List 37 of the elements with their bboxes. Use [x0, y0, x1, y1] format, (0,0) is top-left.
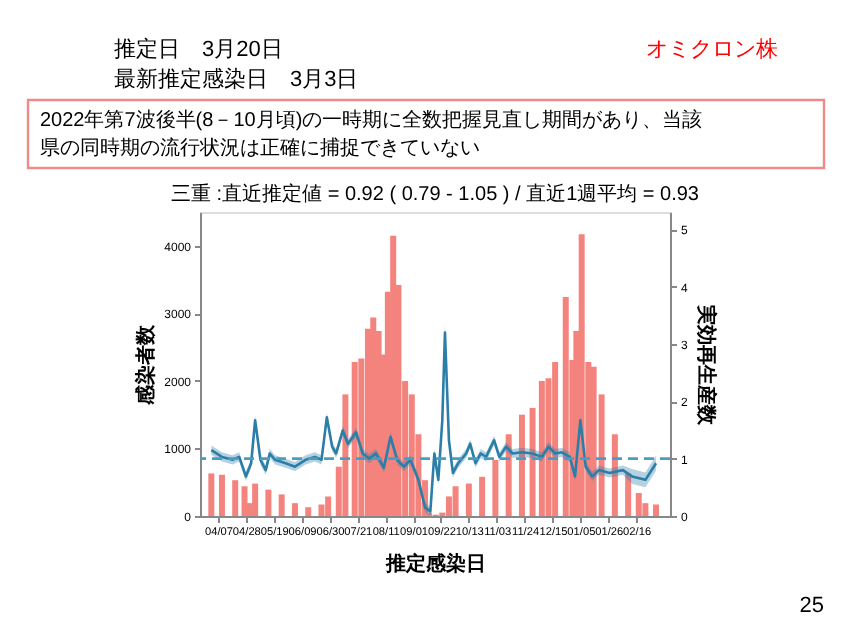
- bar: [538, 380, 545, 516]
- bar: [291, 503, 298, 516]
- bar: [611, 434, 618, 516]
- text: 最新推定感染日 3月3日: [114, 66, 359, 92]
- text: オミクロン株: [646, 36, 778, 62]
- bar: [342, 394, 349, 516]
- bar: [465, 483, 472, 516]
- bar: [318, 504, 325, 516]
- bar: [452, 486, 459, 516]
- text: 推定日 3月20日: [114, 36, 283, 62]
- bar: [278, 494, 285, 516]
- bar: [252, 483, 259, 516]
- bar: [218, 474, 225, 516]
- bar: [590, 366, 597, 516]
- bar: [305, 507, 312, 516]
- chart-title: 三重 :直近推定値 = 0.92 ( 0.79 - 1.05 ) / 直近1週平均 = 0.93: [171, 182, 700, 206]
- text: 2022年第7波後半(8－10月頃)の一時期に全数把握見直し期間があり、当該県の同時期の流行状況は正確に捕捉できていない: [40, 108, 703, 160]
- bar: [325, 496, 332, 516]
- bar: [578, 234, 585, 516]
- bar: [635, 493, 642, 516]
- bar: [505, 434, 512, 516]
- bar: [241, 486, 248, 516]
- y-axis-title: 感染者数: [134, 323, 159, 407]
- bar: [232, 480, 239, 516]
- text: 25: [799, 594, 824, 618]
- bar: [552, 361, 559, 516]
- bar: [265, 489, 272, 516]
- bar: [562, 297, 569, 516]
- bar: [351, 361, 358, 516]
- bar: [492, 459, 499, 516]
- x-axis-title: 推定感染日: [384, 552, 486, 577]
- y2-axis-title: 実効再生産数: [693, 303, 718, 427]
- bar: [479, 476, 486, 516]
- bar: [625, 473, 632, 516]
- bar: [208, 473, 215, 516]
- bar: [653, 504, 660, 516]
- bar: [518, 414, 525, 516]
